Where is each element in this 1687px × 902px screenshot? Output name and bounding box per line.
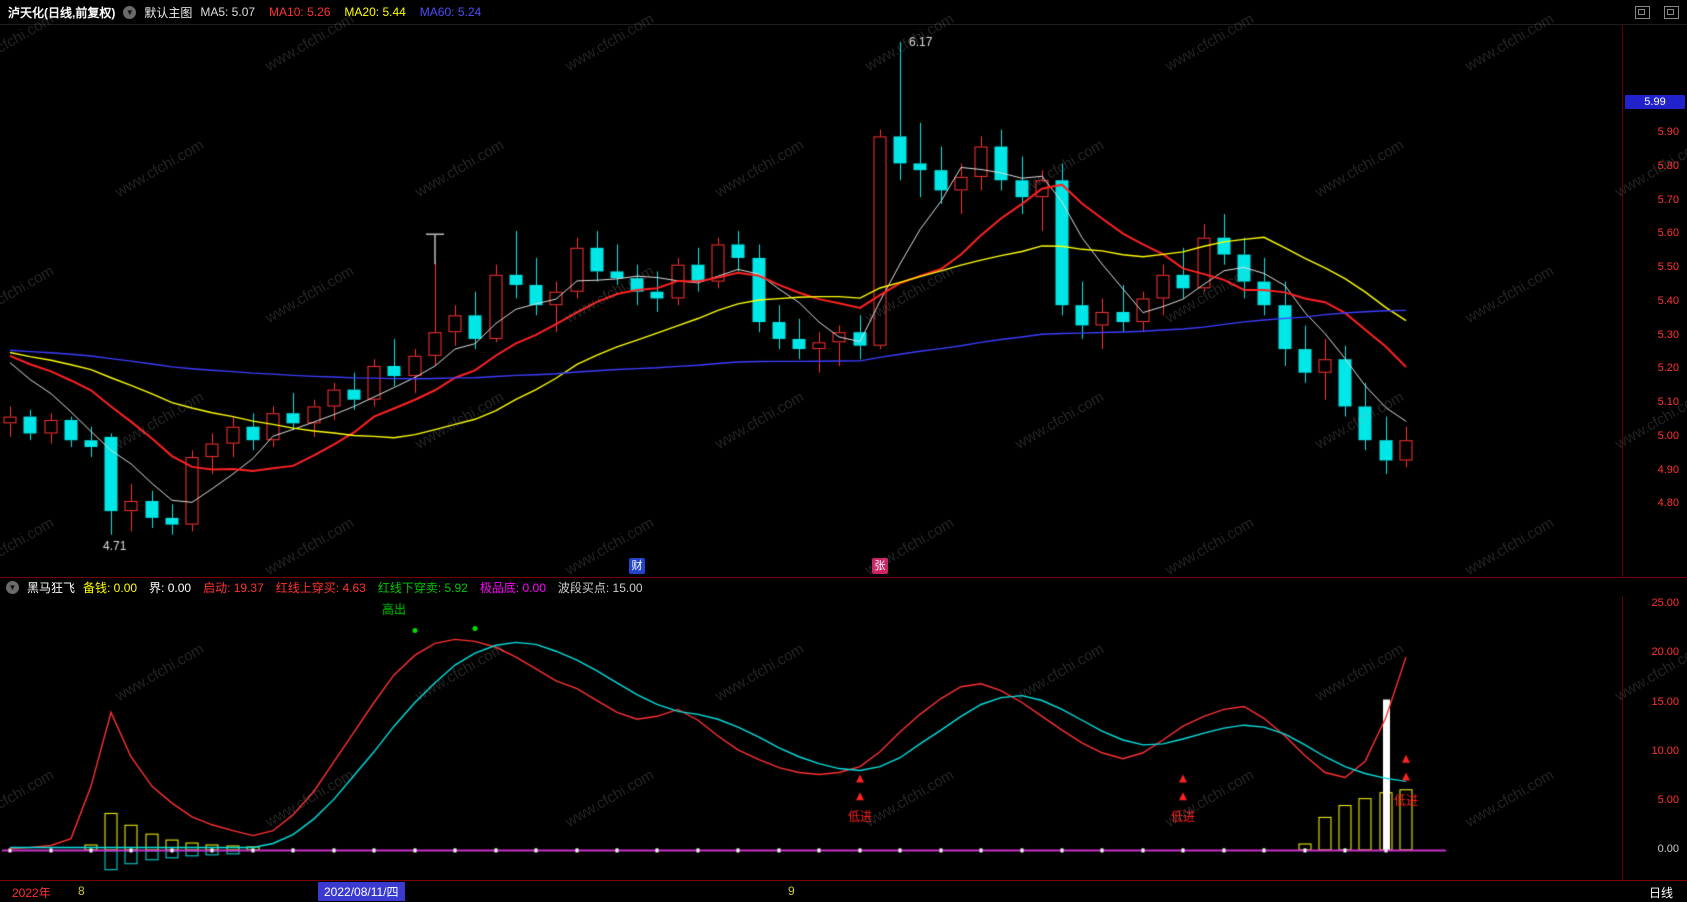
price-tick-7: 5.20 [1657, 362, 1679, 375]
bottom-divider [0, 880, 1687, 881]
indicator-canvas[interactable] [0, 596, 1622, 880]
price-tick-1: 5.80 [1657, 159, 1679, 172]
indicator-params: 备钱: 0.00 界: 0.00 启动: 19.37 红线上穿买: 4.63 红线下穿卖… [83, 579, 655, 596]
ma-values: MA5: 5.07 MA10: 5.26 MA20: 5.44 MA60: 5.24 [200, 5, 495, 19]
indicator-param-1: 界: 0.00 [149, 580, 192, 595]
event-marker-1[interactable]: 张 [872, 558, 888, 574]
expand-window-icon[interactable] [1635, 5, 1650, 19]
main-layout-label[interactable]: 默认主图 [144, 5, 193, 20]
indicator-tick-5: 0.00 [1657, 843, 1679, 856]
indicator-plot [0, 596, 1622, 880]
indicator-param-5: 极品底: 0.00 [479, 580, 546, 595]
stock-title: 泸天化(日线,前复权) [8, 5, 116, 20]
price-tick-2: 5.70 [1657, 193, 1679, 206]
indicator-param-6: 波段买点: 15.00 [557, 580, 643, 595]
price-tick-6: 5.30 [1657, 328, 1679, 341]
price-tick-4: 5.50 [1657, 261, 1679, 274]
indicator-param-3: 红线上穿买: 4.63 [275, 580, 366, 595]
price-axis: 5.99 5.90 5.80 5.70 5.60 5.50 5.40 5.30 5.20 5.1… [1622, 25, 1687, 577]
indicator-dropdown-icon[interactable]: ▼ [6, 580, 19, 594]
layout-dropdown-icon[interactable]: ▼ [123, 5, 137, 19]
price-tick-10: 4.90 [1657, 463, 1679, 476]
indicator-param-0: 备钱: 0.00 [83, 580, 138, 595]
indicator-pane: 25.00 20.00 15.00 10.00 5.00 0.00 [0, 596, 1687, 880]
price-tick-0: 5.90 [1657, 126, 1679, 139]
candlestick-canvas[interactable] [0, 25, 1622, 577]
indicator-name[interactable]: 黑马狂飞 [27, 580, 76, 595]
ma-value-2: MA20: 5.44 [344, 5, 406, 19]
price-tick-8: 5.10 [1657, 396, 1679, 409]
price-tick-3: 5.60 [1657, 227, 1679, 240]
time-axis-bar: 日线 2022年 8 2022/08/11/四 9 [0, 881, 1687, 902]
ma-value-1: MA10: 5.26 [269, 5, 331, 19]
period-label[interactable]: 日线 [1648, 886, 1673, 900]
indicator-tick-4: 5.00 [1657, 794, 1679, 807]
current-price-label: 5.99 [1625, 94, 1685, 109]
indicator-param-2: 启动: 19.37 [203, 580, 264, 595]
indicator-tick-1: 20.00 [1651, 646, 1679, 659]
ma-value-3: MA60: 5.24 [419, 5, 482, 19]
ma-value-0: MA5: 5.07 [200, 5, 256, 19]
indicator-header: ▼ 黑马狂飞 备钱: 0.00 界: 0.00 启动: 19.37 红线上穿买: 4.… [0, 578, 1687, 596]
pane-divider [0, 577, 1687, 578]
indicator-tick-3: 10.00 [1651, 744, 1679, 757]
panel-layout-icon[interactable] [1664, 5, 1679, 19]
indicator-param-4: 红线下穿卖: 5.92 [377, 580, 468, 595]
time-label-0[interactable]: 2022年 [12, 886, 51, 900]
main-chart-plot: 财张 [0, 25, 1622, 577]
indicator-tick-2: 15.00 [1651, 695, 1679, 708]
price-tick-11: 4.80 [1657, 497, 1679, 510]
time-label-3[interactable]: 9 [788, 884, 795, 898]
indicator-axis: 25.00 20.00 15.00 10.00 5.00 0.00 [1622, 596, 1687, 880]
time-label-1[interactable]: 8 [78, 884, 85, 898]
price-tick-9: 5.00 [1657, 429, 1679, 442]
time-label-2[interactable]: 2022/08/11/四 [318, 882, 405, 901]
header-bar: 泸天化(日线,前复权) ▼ 默认主图 MA5: 5.07 MA10: 5.26 MA… [0, 0, 1687, 25]
event-marker-0[interactable]: 财 [629, 558, 645, 574]
main-chart-pane: 财张 5.99 5.90 5.80 5.70 5.60 5.50 5.40 5.30 5.20… [0, 25, 1687, 577]
indicator-tick-0: 25.00 [1651, 596, 1679, 609]
price-tick-5: 5.40 [1657, 294, 1679, 307]
